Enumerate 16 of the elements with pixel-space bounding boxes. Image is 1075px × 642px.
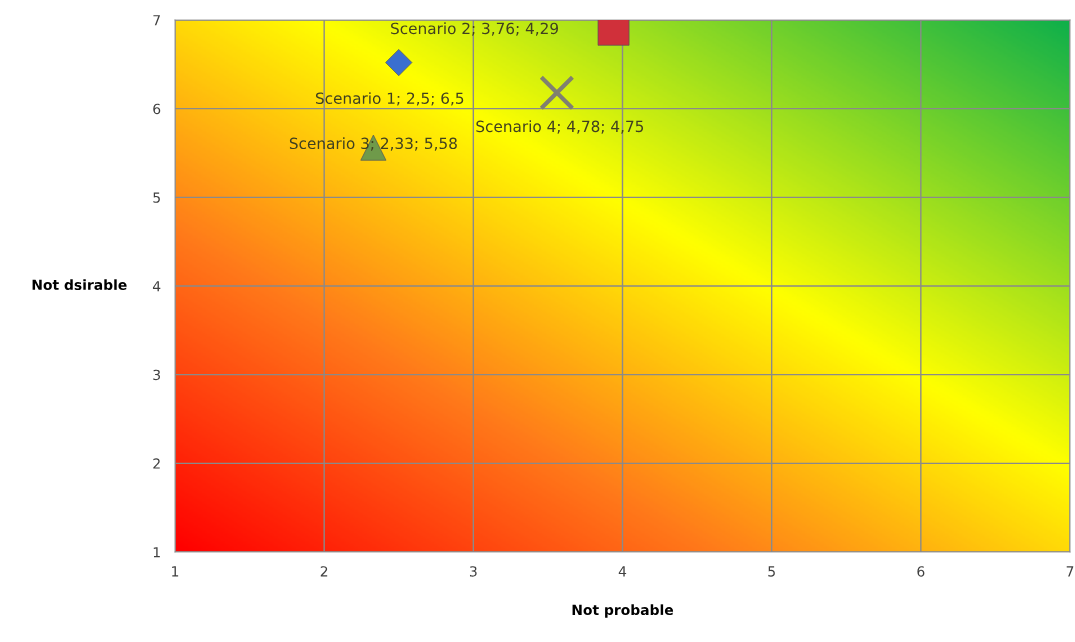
y-axis-title: Not dsirable: [32, 279, 127, 291]
y-tick-label: 4: [152, 281, 161, 292]
x-tick-label: 4: [618, 566, 627, 577]
x-tick-label: 6: [917, 566, 925, 577]
x-tick-label: 7: [1066, 566, 1074, 577]
x-tick-label: 2: [320, 566, 328, 577]
y-tick-label: 7: [153, 15, 160, 26]
y-tick-label: 6: [153, 103, 161, 115]
x-tick-label: 5: [768, 566, 775, 577]
x-tick-label: 1: [172, 566, 179, 577]
y-tick-label: 1: [153, 547, 160, 558]
y-tick-label: 5: [153, 192, 160, 203]
x-axis-title: Not probable: [572, 604, 674, 618]
x-tick-label: 3: [469, 566, 477, 577]
y-tick-label: 3: [153, 369, 160, 381]
y-tick-label: 2: [153, 458, 160, 469]
